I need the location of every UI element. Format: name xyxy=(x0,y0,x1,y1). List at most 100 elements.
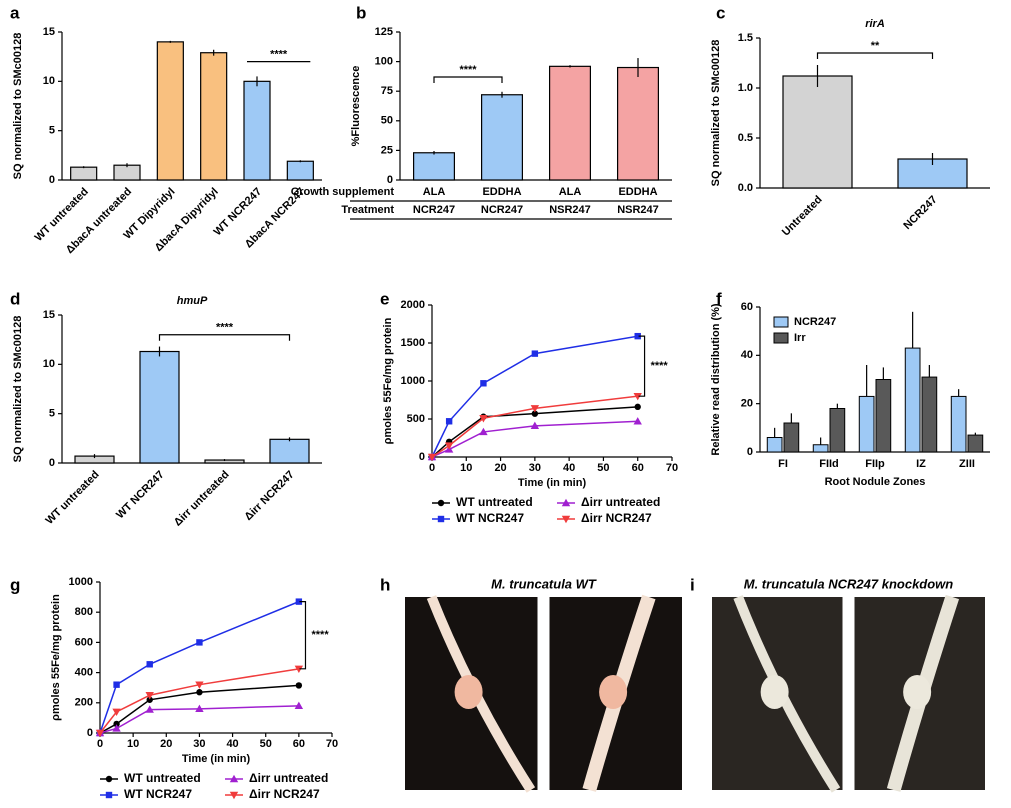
marker xyxy=(437,515,445,523)
marker xyxy=(113,720,120,728)
treatment-label: NCR247 xyxy=(413,204,455,216)
y-tick-label: 125 xyxy=(375,26,393,38)
y-tick-label: 100 xyxy=(375,56,393,68)
marker xyxy=(113,681,120,688)
legend-label: Irr xyxy=(794,332,806,344)
series-line xyxy=(99,668,299,734)
y-tick-label: 400 xyxy=(75,667,93,679)
marker xyxy=(145,705,154,713)
x-tick-label: FIIp xyxy=(865,458,885,470)
x-tick-label: Δirr NCR247 xyxy=(242,469,296,523)
treatment-label: NCR247 xyxy=(481,204,523,216)
bar xyxy=(139,350,180,464)
bar xyxy=(481,94,524,181)
y-tick-label: 0 xyxy=(387,174,393,186)
annotation: **** xyxy=(311,629,329,641)
bar xyxy=(782,75,853,189)
y-tick-label: 15 xyxy=(43,26,55,38)
panel-label: e xyxy=(380,289,389,308)
y-axis-label: SQ normalized to SMc00128 xyxy=(710,40,722,187)
row-label: Treatment xyxy=(341,204,394,216)
y-tick-label: 20 xyxy=(741,398,753,410)
y-tick-label: 0 xyxy=(49,457,55,469)
panel-label: a xyxy=(10,3,20,22)
y-tick-label: 0.5 xyxy=(738,132,753,144)
y-tick-label: 75 xyxy=(381,85,393,97)
marker xyxy=(633,393,642,401)
marker xyxy=(479,427,488,436)
x-tick-label: 20 xyxy=(494,462,506,474)
x-tick-label: 40 xyxy=(226,738,238,750)
bracket xyxy=(433,76,503,83)
marker xyxy=(145,692,154,700)
y-axis-label: ρmoles 55Fe/mg protein xyxy=(50,594,62,721)
x-axis-label: Time (in min) xyxy=(518,477,587,489)
marker xyxy=(112,724,121,732)
legend-label: WT untreated xyxy=(456,495,533,509)
x-tick-label: WT NCR247 xyxy=(114,469,167,522)
y-tick-label: 50 xyxy=(381,115,393,127)
bar xyxy=(70,166,98,181)
y-tick-label: 60 xyxy=(741,301,753,313)
y-tick-label: 5 xyxy=(49,125,55,137)
bar xyxy=(950,395,967,453)
series-line xyxy=(99,600,300,734)
y-tick-label: 500 xyxy=(407,413,425,425)
marker xyxy=(634,403,641,411)
bar xyxy=(286,160,314,181)
legend-swatch xyxy=(773,316,789,328)
x-tick-label: 20 xyxy=(160,738,172,750)
legend-label: Δirr NCR247 xyxy=(249,787,320,801)
x-tick-label: 50 xyxy=(260,738,272,750)
marker xyxy=(480,380,487,387)
y-tick-label: 2000 xyxy=(401,299,425,311)
panel-label: h xyxy=(380,575,390,594)
x-axis-label: Time (in min) xyxy=(182,753,251,765)
marker xyxy=(427,453,437,462)
marker xyxy=(105,775,113,783)
bar xyxy=(766,437,783,453)
marker xyxy=(294,701,304,710)
annotation: **** xyxy=(270,49,288,61)
image-title: M. truncatula WT xyxy=(491,576,597,591)
y-tick-label: 15 xyxy=(43,309,55,321)
marker xyxy=(633,417,642,425)
legend-label: WT untreated xyxy=(124,771,201,785)
chart-title: hmuP xyxy=(177,295,208,307)
image-title: M. truncatula NCR247 knockdown xyxy=(744,576,954,591)
y-tick-label: 10 xyxy=(43,75,55,87)
y-tick-label: 0 xyxy=(49,174,55,186)
panel-label: b xyxy=(356,3,366,22)
bar xyxy=(783,422,800,453)
y-axis-label: %Fluorescence xyxy=(350,66,362,147)
legend-label: Δirr untreated xyxy=(581,495,660,509)
x-tick-label: FIId xyxy=(819,458,839,470)
bar xyxy=(413,152,456,181)
marker xyxy=(561,515,571,524)
x-tick-label: Untreated xyxy=(780,194,825,239)
bar xyxy=(921,376,938,453)
x-tick-label: 60 xyxy=(632,462,644,474)
x-tick-label: ZIII xyxy=(959,458,975,470)
marker xyxy=(229,774,239,783)
x-axis-label: Root Nodule Zones xyxy=(825,476,926,488)
y-tick-label: 1500 xyxy=(401,337,425,349)
y-tick-label: 1.5 xyxy=(738,32,753,44)
y-tick-label: 200 xyxy=(75,697,93,709)
marker xyxy=(479,415,488,423)
y-tick-label: 0 xyxy=(747,446,753,458)
x-tick-label: Δirr untreated xyxy=(172,469,232,529)
marker xyxy=(295,682,303,689)
y-tick-label: 0.0 xyxy=(738,182,753,194)
x-tick-label: 30 xyxy=(193,738,205,750)
x-tick-label: 10 xyxy=(127,738,139,750)
treatment-label: NSR247 xyxy=(617,204,659,216)
nodule xyxy=(599,675,628,709)
marker xyxy=(444,442,454,450)
nodule xyxy=(760,675,789,709)
marker xyxy=(437,499,445,507)
bar xyxy=(858,395,875,453)
marker xyxy=(561,498,571,507)
bar xyxy=(243,80,271,181)
